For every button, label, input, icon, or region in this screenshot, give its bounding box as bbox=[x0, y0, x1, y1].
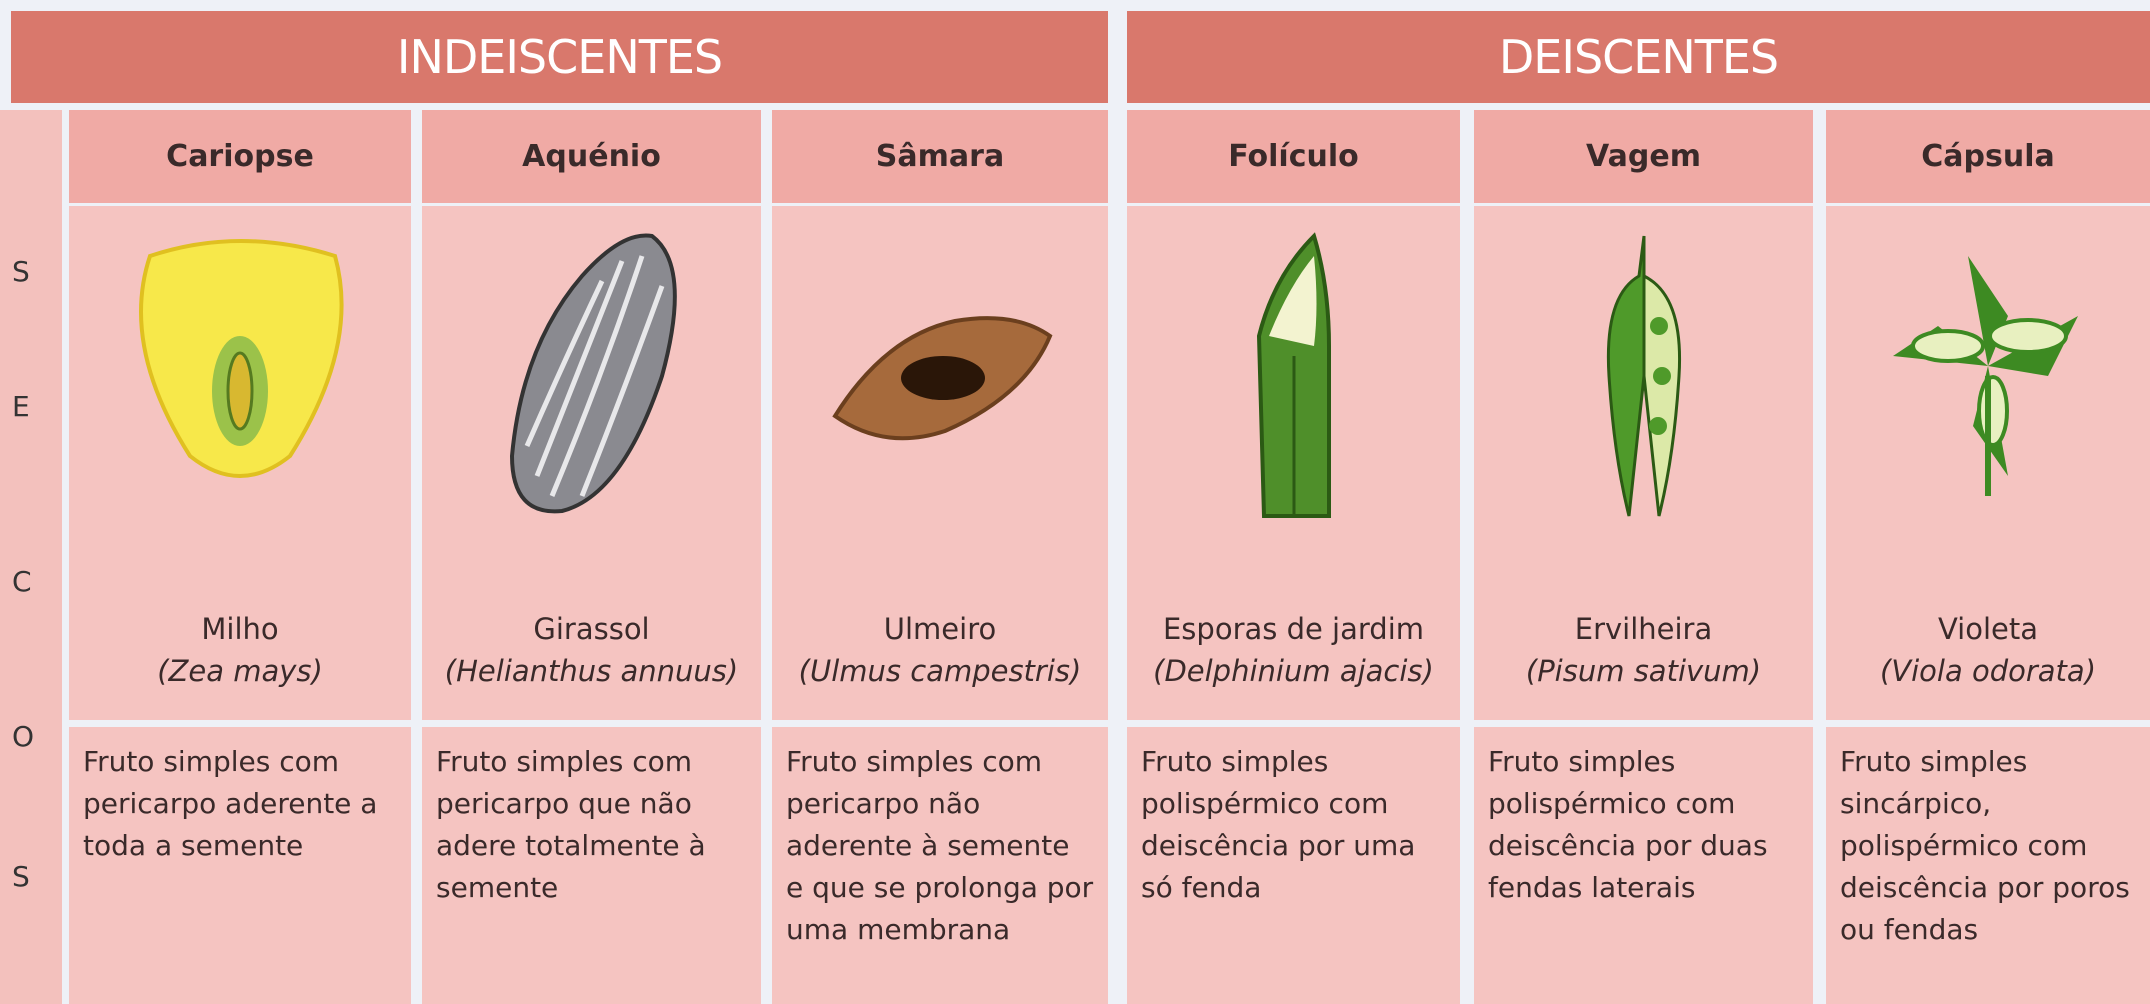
follicle bbox=[1256, 232, 1331, 518]
common-name: Ulmeiro bbox=[883, 612, 997, 646]
common-name: Ervilheira bbox=[1574, 612, 1713, 646]
fruit-type: Aquénio bbox=[422, 110, 761, 203]
common-name: Violeta bbox=[1937, 612, 2039, 646]
common-name: Esporas de jardim bbox=[1162, 612, 1425, 646]
description: Fruto simples sincárpico, polispérmico c… bbox=[1826, 727, 2150, 1004]
side-letter: S bbox=[12, 255, 30, 288]
illustration-cell: Esporas de jardim (Delphinium ajacis) bbox=[1127, 206, 1460, 720]
group-header: INDEISCENTES bbox=[11, 11, 1108, 103]
column: Aquénio Girassol (Helianthus annuus) Frut… bbox=[422, 110, 761, 1004]
description: Fruto simples com pericarpo aderente a t… bbox=[69, 727, 411, 1004]
group-header: DEISCENTES bbox=[1127, 11, 2150, 103]
sunflower-seed bbox=[509, 233, 677, 514]
capsule bbox=[1893, 256, 2078, 496]
illustration-cell: Milho (Zea mays) bbox=[69, 206, 411, 720]
side-letter: C bbox=[12, 565, 32, 598]
common-name: Girassol bbox=[533, 612, 650, 646]
fruit-type: Cariopse bbox=[69, 110, 411, 203]
description: Fruto simples polispérmico com deiscênci… bbox=[1474, 727, 1813, 1004]
scientific-name: (Ulmus campestris) bbox=[798, 654, 1082, 688]
side-letter: S bbox=[12, 860, 30, 893]
pod bbox=[1606, 235, 1681, 517]
fruit-type: Cápsula bbox=[1826, 110, 2150, 203]
description: Fruto simples com pericarpo não aderente… bbox=[772, 727, 1108, 1004]
samara bbox=[832, 316, 1053, 441]
fruit-type: Folículo bbox=[1127, 110, 1460, 203]
side-label: S E C O S bbox=[0, 110, 62, 1004]
illustration-cell: Violeta (Viola odorata) bbox=[1826, 206, 2150, 720]
column: Cariopse Milho (Zea mays) Fruto simples c… bbox=[69, 110, 411, 1004]
description: Fruto simples com pericarpo que não ader… bbox=[422, 727, 761, 1004]
illustration-cell: Ervilheira (Pisum sativum) bbox=[1474, 206, 1813, 720]
scientific-name: (Delphinium ajacis) bbox=[1153, 654, 1434, 688]
illustration-cell: Ulmeiro (Ulmus campestris) bbox=[772, 206, 1108, 720]
description: Fruto simples polispérmico com deiscênci… bbox=[1127, 727, 1460, 1004]
column: Vagem Ervilheira (Pisum sativum) Fruto si… bbox=[1474, 110, 1813, 1004]
scientific-name: (Pisum sativum) bbox=[1525, 654, 1762, 688]
fruit-type: Vagem bbox=[1474, 110, 1813, 203]
corn-grain bbox=[139, 239, 344, 478]
common-name: Milho bbox=[201, 612, 279, 646]
side-letter: E bbox=[12, 390, 30, 423]
scientific-name: (Zea mays) bbox=[157, 654, 323, 688]
column: Sâmara Ulmeiro (Ulmus campestris) Fruto s… bbox=[772, 110, 1108, 1004]
column: Folículo Esporas de jardim (Delphinium aj… bbox=[1127, 110, 1460, 1004]
column: Cápsula Violeta (Viola odorata) Fruto sim… bbox=[1826, 110, 2150, 1004]
fruit-type: Sâmara bbox=[772, 110, 1108, 203]
scientific-name: (Helianthus annuus) bbox=[444, 654, 739, 688]
illustration-cell: Girassol (Helianthus annuus) bbox=[422, 206, 761, 720]
scientific-name: (Viola odorata) bbox=[1879, 654, 2097, 688]
side-letter: O bbox=[12, 720, 35, 753]
